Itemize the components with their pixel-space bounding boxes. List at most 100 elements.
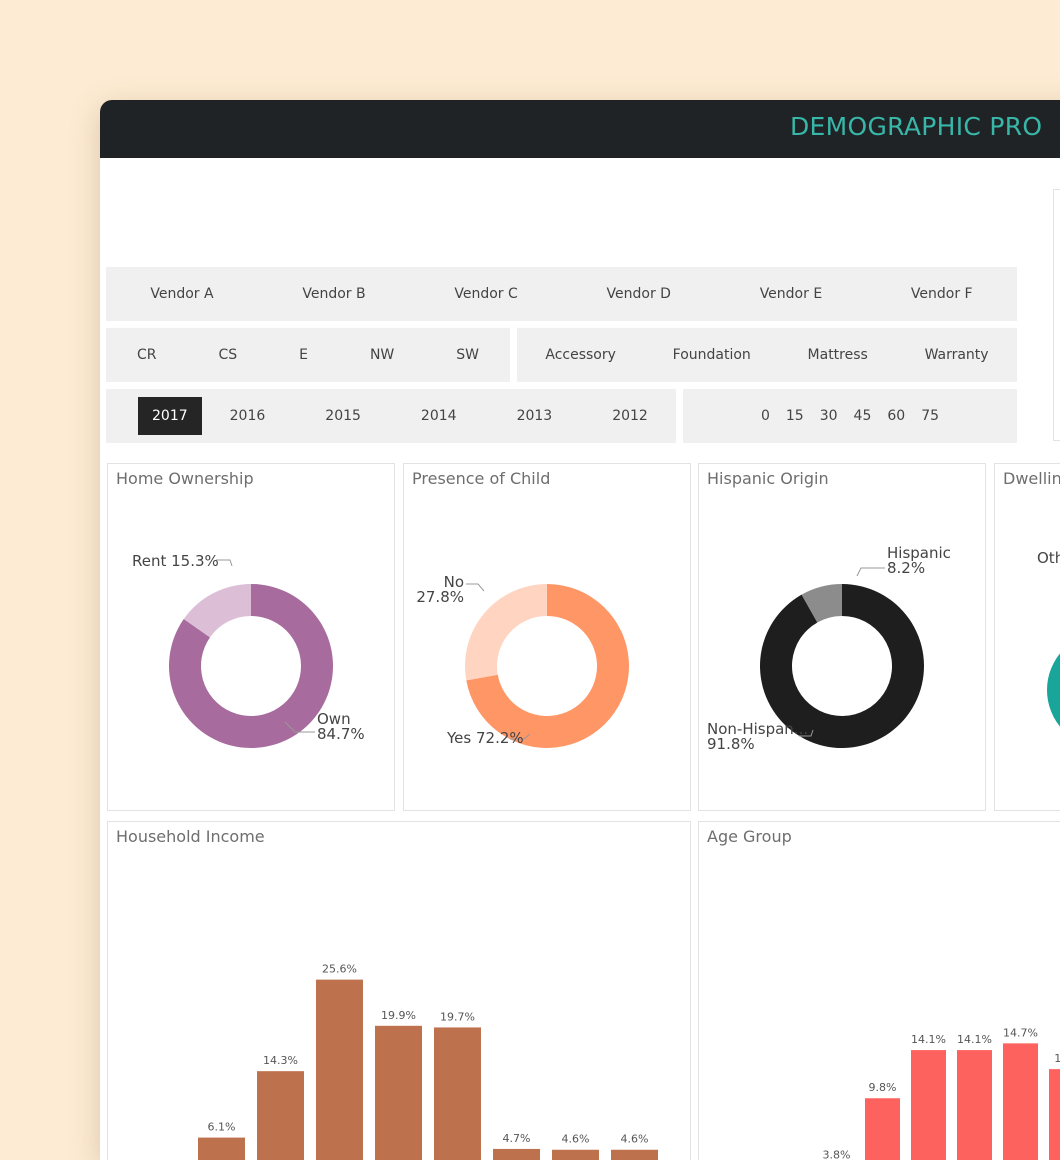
days-option[interactable]: 30 xyxy=(819,408,838,424)
bar-value-label: 3.8% xyxy=(823,1148,851,1160)
bar-value-label: 14.1% xyxy=(957,1033,992,1046)
slice-label: Hispanic 8.2% xyxy=(887,544,951,577)
days-option[interactable]: 0 xyxy=(760,408,770,424)
leader-line xyxy=(284,721,315,733)
year-slicer: 2017 2016 2015 2014 2013 2012 xyxy=(106,389,676,443)
vendor-option[interactable]: Vendor B xyxy=(302,286,366,302)
hispanic-origin-card: Hispanic Origin Non-Hispan... 91.8% Hispan… xyxy=(698,463,986,811)
bar[interactable] xyxy=(1049,1069,1060,1160)
card-title: Presence of Child xyxy=(412,469,551,488)
year-option[interactable]: 2016 xyxy=(229,408,266,424)
bar[interactable] xyxy=(434,1027,481,1160)
bar-value-label: 25.6% xyxy=(322,963,357,976)
year-option[interactable]: 2014 xyxy=(420,408,457,424)
household-income-card: Household Income 0.5%6.1%14.3%25.6%19.9%… xyxy=(107,821,691,1160)
bar-value-label: 19.9% xyxy=(381,1009,416,1022)
bar[interactable] xyxy=(865,1098,900,1160)
region-option[interactable]: CS xyxy=(218,347,238,363)
bar-value-label: 9.8% xyxy=(869,1081,897,1094)
year-option[interactable]: 2013 xyxy=(516,408,553,424)
donut-slice[interactable] xyxy=(183,584,251,638)
days-option[interactable]: 15 xyxy=(785,408,804,424)
slice-label: Non-Hispan... 91.8% xyxy=(707,720,808,753)
slice-label: Yes 72.2% xyxy=(446,729,524,747)
category-slicer: Accessory Foundation Mattress Warranty xyxy=(517,328,1017,382)
bar-value-label: 4.6% xyxy=(562,1133,590,1146)
card-title: Home Ownership xyxy=(116,469,254,488)
vendor-option[interactable]: Vendor A xyxy=(150,286,214,302)
bar[interactable] xyxy=(493,1148,540,1160)
bar-value-label: 6.1% xyxy=(208,1121,236,1134)
region-option[interactable]: CR xyxy=(136,347,157,363)
bar[interactable] xyxy=(1003,1043,1038,1160)
bar[interactable] xyxy=(611,1149,658,1160)
age-group-chart: 0.0%1.9%3.8%9.8%14.1%14.1%14.7%12.4 xyxy=(823,1026,1060,1160)
presence-of-child-card: Presence of Child Yes 72.2% No 27.8% xyxy=(403,463,691,811)
days-option[interactable]: 60 xyxy=(887,408,906,424)
days-option[interactable]: 75 xyxy=(921,408,940,424)
region-option[interactable]: SW xyxy=(456,347,479,363)
category-option[interactable]: Foundation xyxy=(672,347,751,363)
card-title: Dwelling xyxy=(1003,469,1060,488)
slice-label: Rent 15.3% xyxy=(132,552,219,570)
category-option[interactable]: Accessory xyxy=(545,347,616,363)
leader-line xyxy=(856,567,885,577)
bar-value-label: 19.7% xyxy=(440,1010,475,1023)
vendor-option[interactable]: Vendor F xyxy=(910,286,973,302)
donut-slice[interactable] xyxy=(801,584,842,623)
donut-slice[interactable] xyxy=(466,584,629,748)
bar[interactable] xyxy=(552,1149,599,1160)
leader-line xyxy=(216,559,233,567)
vendor-option[interactable]: Vendor E xyxy=(759,286,823,302)
hispanic-origin-donut: Non-Hispan... 91.8% Hispanic 8.2% xyxy=(707,544,951,753)
donut-slice[interactable] xyxy=(169,584,333,748)
vendor-option[interactable]: Vendor C xyxy=(454,286,518,302)
bar[interactable] xyxy=(375,1025,422,1160)
home-ownership-card: Home Ownership Own 84.7% Rent 15.3% xyxy=(107,463,395,811)
year-option[interactable]: 2012 xyxy=(612,408,648,424)
bar[interactable] xyxy=(198,1137,245,1160)
bar-value-label: 14.3% xyxy=(263,1054,298,1067)
year-option[interactable]: 2015 xyxy=(325,408,361,424)
category-option[interactable]: Warranty xyxy=(924,347,989,363)
slice-label: No 27.8% xyxy=(416,573,464,606)
card-title: Household Income xyxy=(116,827,265,846)
bar-value-label: 4.7% xyxy=(503,1132,531,1145)
home-ownership-donut: Own 84.7% Rent 15.3% xyxy=(132,552,365,748)
bar[interactable] xyxy=(911,1050,946,1160)
dwelling-label: Oth xyxy=(1037,549,1060,567)
bar-value-label: 14.7% xyxy=(1003,1026,1038,1039)
donut-slice[interactable] xyxy=(465,584,547,681)
side-panel xyxy=(1053,189,1060,441)
region-option[interactable]: E xyxy=(299,347,308,363)
year-option-selected[interactable]: 2017 xyxy=(138,397,202,435)
leader-line xyxy=(510,733,531,740)
dwelling-donut xyxy=(1047,632,1060,748)
category-option[interactable]: Mattress xyxy=(807,347,868,363)
days-slicer: 0 15 30 45 60 75 xyxy=(683,389,1017,443)
bar[interactable] xyxy=(957,1050,992,1160)
title-bar: DEMOGRAPHIC PRO xyxy=(100,100,1060,158)
leader-line xyxy=(799,729,814,737)
region-option[interactable]: NW xyxy=(369,347,395,363)
vendor-slicer: Vendor A Vendor B Vendor C Vendor D Vend… xyxy=(106,267,1017,321)
bar[interactable] xyxy=(316,979,363,1160)
donut-slice[interactable] xyxy=(760,584,924,748)
slice-label: Own 84.7% xyxy=(317,710,365,743)
days-option[interactable]: 45 xyxy=(853,408,872,424)
bar[interactable] xyxy=(257,1071,304,1160)
page-title: DEMOGRAPHIC PRO xyxy=(790,112,1043,141)
dwelling-card: Dwelling Oth xyxy=(994,463,1060,811)
bar-value-label: 14.1% xyxy=(911,1033,946,1046)
region-slicer: CR CS E NW SW xyxy=(106,328,510,382)
leader-line xyxy=(466,583,485,592)
vendor-option[interactable]: Vendor D xyxy=(606,286,671,302)
bar-value-label: 12.4 xyxy=(1054,1052,1060,1065)
card-title: Hispanic Origin xyxy=(707,469,829,488)
household-income-chart: 0.5%6.1%14.3%25.6%19.9%19.7%4.7%4.6%4.6% xyxy=(198,963,658,1160)
dashboard-window: DEMOGRAPHIC PRO Vendor A Vendor B Vendor… xyxy=(100,100,1060,1160)
bar-value-label: 4.6% xyxy=(621,1133,649,1146)
age-group-card: Age Group 0.0%1.9%3.8%9.8%14.1%14.1%14.7… xyxy=(698,821,1060,1160)
card-title: Age Group xyxy=(707,827,792,846)
presence-of-child-donut: Yes 72.2% No 27.8% xyxy=(416,573,629,748)
